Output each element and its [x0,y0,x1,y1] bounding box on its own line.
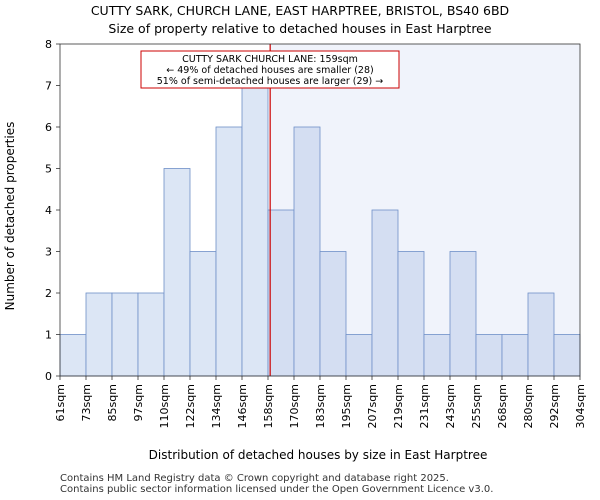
x-tick-label: 61sqm [54,384,67,421]
histogram-bar [371,209,399,377]
x-tick-label: 231sqm [418,384,431,428]
histogram-bar [449,251,477,377]
x-tick-label: 183sqm [314,384,327,428]
histogram-bar [215,126,243,377]
annotation-box: CUTTY SARK CHURCH LANE: 159sqm ← 49% of … [140,50,400,89]
y-tick-label: 5 [45,163,52,176]
annotation-line3: 51% of semi-detached houses are larger (… [157,76,384,87]
y-tick-label: 3 [45,246,52,259]
y-tick-label: 2 [45,287,52,300]
x-tick-label: 268sqm [496,384,509,428]
y-tick-label: 0 [45,370,52,383]
x-tick-label: 134sqm [210,384,223,428]
histogram-bar [59,334,87,377]
y-tick-label: 4 [45,204,52,217]
x-tick-label: 73sqm [80,384,93,421]
x-tick-label: 158sqm [262,384,275,428]
histogram-bar [163,168,191,377]
x-tick-label: 304sqm [574,384,587,428]
annotation-line2: ← 49% of detached houses are smaller (28… [166,65,373,76]
annotation-line1: CUTTY SARK CHURCH LANE: 159sqm [182,54,358,65]
histogram-bar [423,334,451,377]
chart-subtitle: Size of property relative to detached ho… [108,21,492,36]
x-tick-label: 243sqm [444,384,457,428]
histogram-bar [319,251,347,377]
histogram-bar [241,85,269,377]
y-tick-label: 7 [45,80,52,93]
histogram-bar [293,126,321,377]
footer-licence: Contains public sector information licen… [60,484,494,495]
histogram-bar [527,292,555,377]
x-tick-label: 195sqm [340,384,353,428]
histogram-bar [267,209,295,377]
histogram-bar [85,292,113,377]
x-tick-label: 122sqm [184,384,197,428]
x-axis-label: Distribution of detached houses by size … [149,448,488,462]
x-tick-label: 110sqm [158,384,171,428]
histogram-bar [501,334,529,377]
histogram-bar [397,251,425,377]
x-tick-label: 146sqm [236,384,249,428]
chart-title: CUTTY SARK, CHURCH LANE, EAST HARPTREE, … [90,3,510,18]
histogram-bar [137,292,165,377]
x-tick-label: 97sqm [132,384,145,421]
x-tick-label: 219sqm [392,384,405,428]
histogram-chart: 0 1 2 3 4 5 6 7 8 61sqm 73sqm 85sqm 97sqm 110sqm 122s… [3,38,587,462]
x-tick-label: 292sqm [548,384,561,428]
y-tick-label: 8 [45,38,52,51]
histogram-bar [553,334,581,377]
x-tick-label: 170sqm [288,384,301,428]
x-tick-label: 85sqm [106,384,119,421]
histogram-bar [475,334,503,377]
histogram-bar [111,292,139,377]
x-tick-label: 207sqm [366,384,379,428]
x-tick-label: 255sqm [470,384,483,428]
histogram-bar [189,251,217,377]
x-tick-label: 280sqm [522,384,535,428]
y-axis-label: Number of detached properties [3,122,17,311]
y-tick-label: 1 [45,329,52,342]
footer-copyright: Contains HM Land Registry data © Crown c… [60,473,449,484]
y-tick-label: 6 [45,121,52,134]
histogram-bar [345,334,373,377]
